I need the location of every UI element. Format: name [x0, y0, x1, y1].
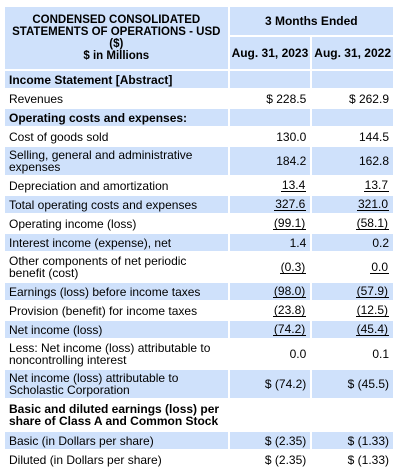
statement-table: CONDENSED CONSOLIDATED STATEMENTS OF OPE… [3, 5, 395, 470]
period-header: 3 Months Ended [229, 7, 393, 35]
table-row: Revenues $ 228.5 $ 262.9 [5, 90, 393, 107]
underlined-value: (57.9) [355, 284, 389, 298]
table-row: Provision (benefit) for income taxes (23… [5, 302, 393, 319]
row-value-2022: $ (1.33) [312, 432, 393, 449]
row-label: Revenues [5, 90, 228, 107]
underlined-value: 13.4 [280, 178, 307, 192]
row-value-2022: $ (45.5) [312, 370, 393, 398]
row-value-2022 [312, 71, 393, 88]
table-row: Cost of goods sold 130.0 144.5 [5, 128, 393, 145]
underlined-value: 0.0 [370, 259, 389, 274]
table-row: Operating income (loss) (99.1) (58.1) [5, 215, 393, 232]
row-value-2023: (0.3) [229, 253, 311, 281]
row-label: Net income (loss) attributable to Schola… [5, 370, 228, 398]
row-value-2023: 327.6 [229, 196, 311, 213]
row-value-2022: (58.1) [312, 215, 393, 232]
table-row: Basic (in Dollars per share) $ (2.35) $ … [5, 432, 393, 449]
row-label: Basic and diluted earnings (loss) per sh… [5, 400, 228, 430]
row-value-2023: (74.2) [229, 321, 311, 338]
table-row: Other components of net periodic benefit… [5, 253, 393, 281]
underlined-value: (23.8) [272, 303, 307, 317]
row-label: Operating income (loss) [5, 215, 228, 232]
underlined-value: 327.6 [274, 197, 307, 211]
row-label: Total operating costs and expenses [5, 196, 228, 213]
underlined-value: 13.7 [363, 178, 389, 192]
row-value-2023: (98.0) [229, 283, 311, 300]
underlined-value: 321.0 [356, 197, 389, 211]
row-value-2022 [312, 400, 393, 430]
table-row: Total operating costs and expenses 327.6… [5, 196, 393, 213]
table-row: Operating costs and expenses: [5, 109, 393, 126]
row-label: Earnings (loss) before income taxes [5, 283, 228, 300]
table-row: Income Statement [Abstract] [5, 71, 393, 88]
table-row: Interest income (expense), net 1.4 0.2 [5, 234, 393, 251]
table-row: Depreciation and amortization 13.4 13.7 [5, 177, 393, 194]
row-value-2023 [229, 400, 311, 430]
row-value-2023: $ (2.35) [229, 432, 311, 449]
underlined-value: (12.5) [355, 303, 389, 317]
underlined-value: (0.3) [279, 259, 307, 274]
row-value-2022 [312, 109, 393, 126]
row-label: Operating costs and expenses: [5, 109, 228, 126]
underlined-value: (45.4) [355, 322, 389, 336]
row-value-2022: 0.2 [312, 234, 393, 251]
row-value-2022: (57.9) [312, 283, 393, 300]
table-row: Earnings (loss) before income taxes (98.… [5, 283, 393, 300]
row-label: Provision (benefit) for income taxes [5, 302, 228, 319]
table-row: Less: Net income (loss) attributable to … [5, 340, 393, 368]
underlined-value: (98.0) [272, 284, 307, 298]
underlined-value: (74.2) [272, 322, 307, 336]
row-label: Cost of goods sold [5, 128, 228, 145]
row-value-2023: (23.8) [229, 302, 311, 319]
row-label: Interest income (expense), net [5, 234, 228, 251]
row-value-2023 [229, 71, 311, 88]
row-value-2022: 0.0 [312, 253, 393, 281]
row-value-2022: (12.5) [312, 302, 393, 319]
row-value-2023 [229, 109, 311, 126]
table-row: Net income (loss) attributable to Schola… [5, 370, 393, 398]
row-value-2023: 130.0 [229, 128, 311, 145]
table-row: Selling, general and administrative expe… [5, 147, 393, 175]
row-value-2023: $ 228.5 [229, 90, 311, 107]
row-value-2023: (99.1) [229, 215, 311, 232]
table-row: Net income (loss) (74.2) (45.4) [5, 321, 393, 338]
row-value-2023: 13.4 [229, 177, 311, 194]
title-line-4: $ in Millions [83, 50, 150, 62]
table-row: Basic and diluted earnings (loss) per sh… [5, 400, 393, 430]
row-label: Depreciation and amortization [5, 177, 228, 194]
row-value-2023: 1.4 [229, 234, 311, 251]
title-line-1: CONDENSED CONSOLIDATED [32, 14, 201, 26]
column-header-2022: Aug. 31, 2022 [312, 37, 393, 69]
row-value-2022: (45.4) [312, 321, 393, 338]
row-value-2023: $ (74.2) [229, 370, 311, 398]
row-value-2022: 321.0 [312, 196, 393, 213]
row-value-2023: 0.0 [229, 340, 311, 368]
row-label: Selling, general and administrative expe… [5, 147, 228, 175]
column-header-2023: Aug. 31, 2023 [229, 37, 311, 69]
title-line-3: ($) [109, 38, 124, 50]
row-value-2022: 13.7 [312, 177, 393, 194]
title-line-2: STATEMENTS OF OPERATIONS - USD [12, 26, 221, 38]
row-value-2022: 162.8 [312, 147, 393, 175]
row-label: Other components of net periodic benefit… [5, 253, 228, 281]
row-value-2023: 184.2 [229, 147, 311, 175]
table-title: CONDENSED CONSOLIDATED STATEMENTS OF OPE… [5, 7, 228, 69]
underlined-value: (99.1) [272, 216, 307, 230]
row-value-2022: 144.5 [312, 128, 393, 145]
row-label: Income Statement [Abstract] [5, 71, 228, 88]
row-label: Less: Net income (loss) attributable to … [5, 340, 228, 368]
row-label: Basic (in Dollars per share) [5, 432, 228, 449]
underlined-value: (58.1) [355, 216, 389, 230]
row-label: Net income (loss) [5, 321, 228, 338]
row-value-2022: $ 262.9 [312, 90, 393, 107]
row-value-2022: 0.1 [312, 340, 393, 368]
